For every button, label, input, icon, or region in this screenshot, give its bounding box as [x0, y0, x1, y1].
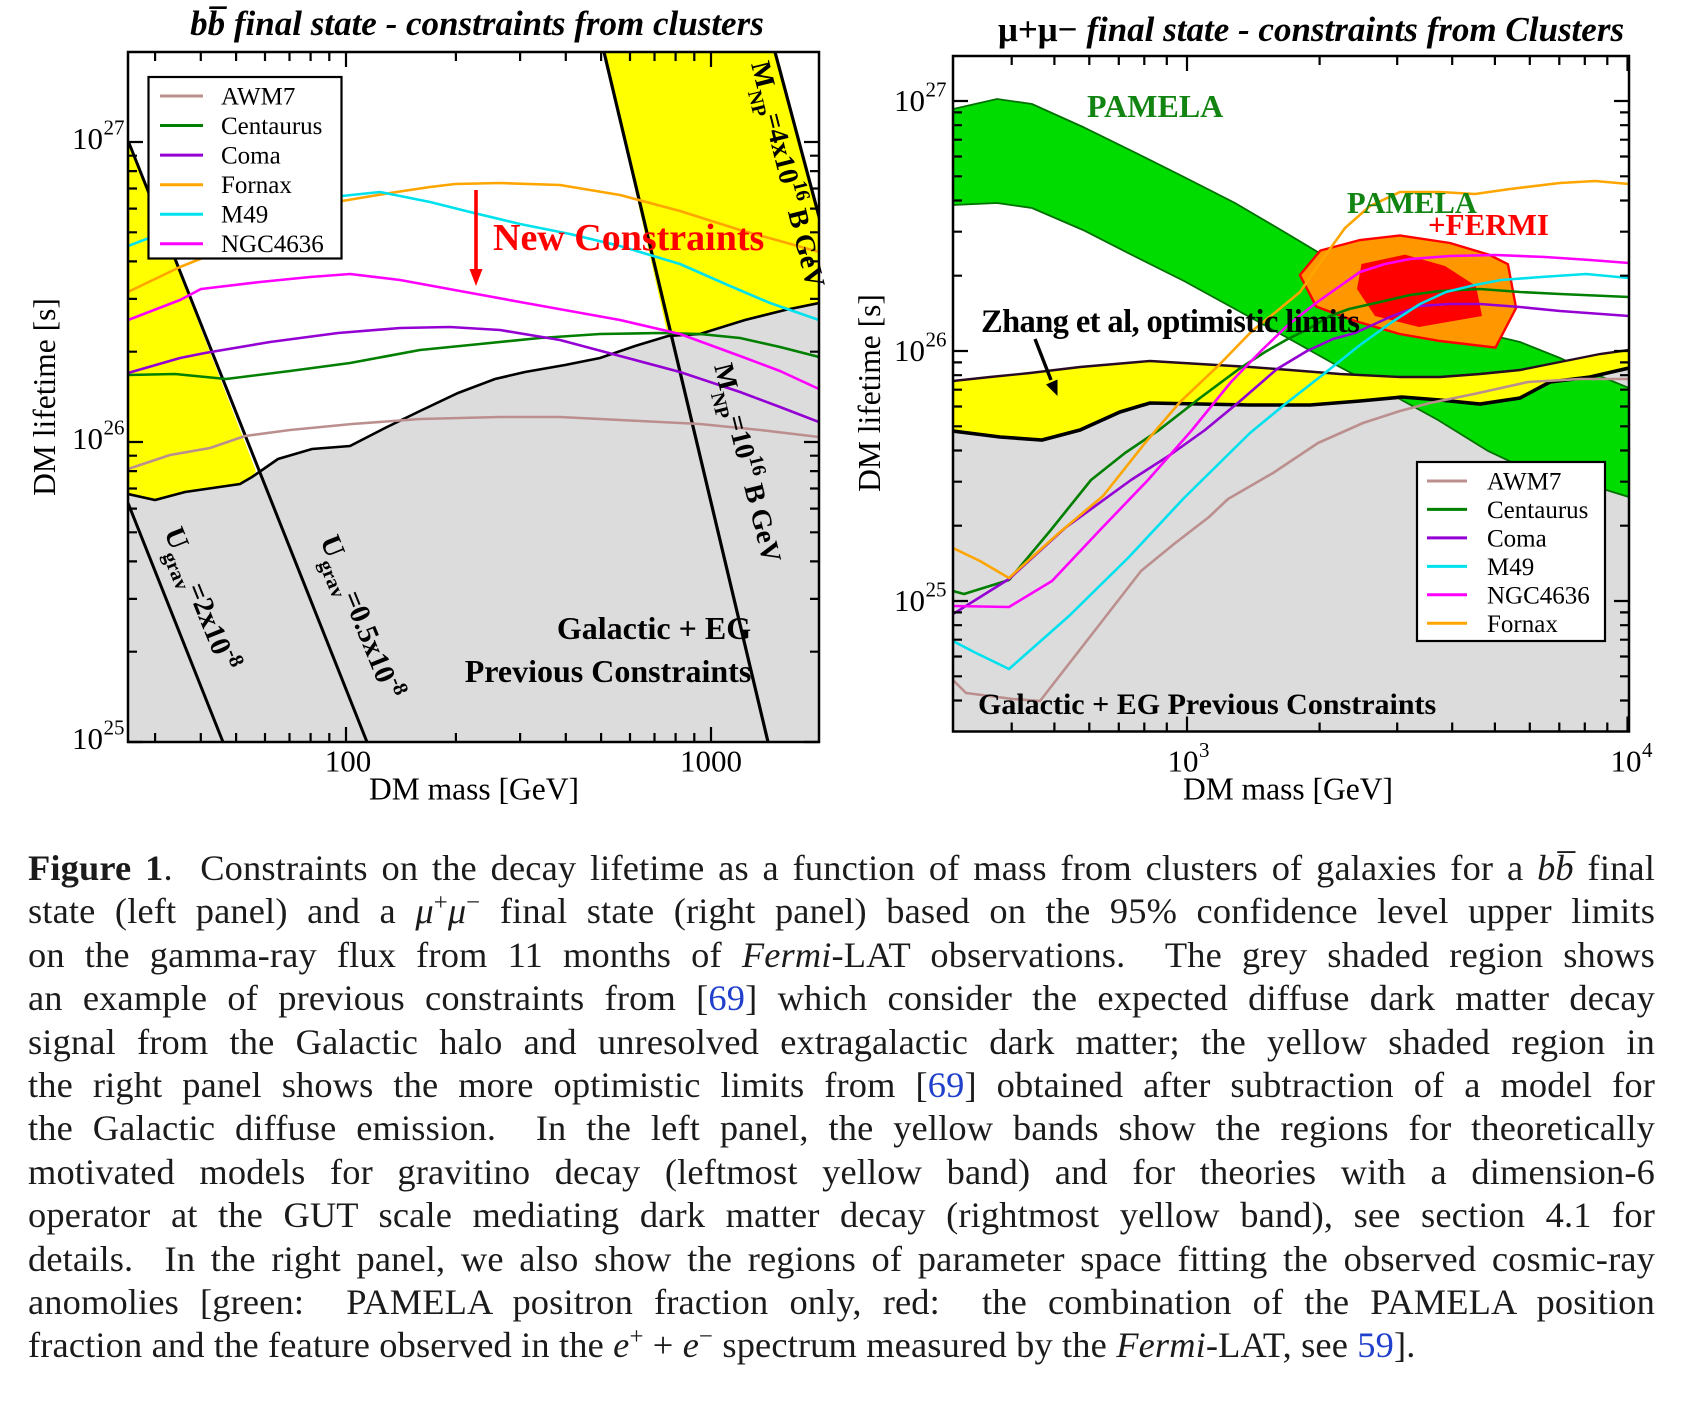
- svg-text:NGC4636: NGC4636: [1487, 582, 1590, 609]
- svg-text:Fornax: Fornax: [1487, 611, 1558, 638]
- svg-text:PAMELA: PAMELA: [1087, 88, 1223, 124]
- svg-text:bb̅ final state - constraints: bb̅ final state - constraints from clust…: [190, 4, 764, 43]
- svg-text:AWM7: AWM7: [1487, 469, 1561, 496]
- svg-text:10: 10: [1611, 744, 1642, 779]
- svg-text:10: 10: [1168, 744, 1199, 779]
- svg-text:1000: 1000: [680, 744, 742, 779]
- svg-text:25: 25: [926, 578, 947, 602]
- svg-text:DM mass [GeV]: DM mass [GeV]: [369, 772, 579, 807]
- svg-text:25: 25: [104, 716, 125, 740]
- svg-text:+FERMI: +FERMI: [1428, 207, 1549, 242]
- svg-text:M49: M49: [1487, 554, 1534, 581]
- svg-text:Coma: Coma: [1487, 525, 1547, 552]
- svg-text:26: 26: [104, 416, 125, 440]
- svg-text:10: 10: [72, 421, 103, 456]
- svg-text:Centaurus: Centaurus: [221, 113, 322, 140]
- svg-text:26: 26: [926, 328, 947, 352]
- svg-text:PAMELA: PAMELA: [1347, 186, 1477, 220]
- svg-text:3: 3: [1199, 738, 1210, 762]
- svg-text:DM mass [GeV]: DM mass [GeV]: [1183, 772, 1393, 807]
- svg-text:10: 10: [72, 121, 103, 156]
- svg-text:New Constraints: New Constraints: [493, 217, 764, 259]
- svg-text:10: 10: [72, 721, 103, 756]
- svg-text:100: 100: [325, 744, 372, 779]
- svg-text:Centaurus: Centaurus: [1487, 497, 1588, 524]
- svg-text:DM lifetime [s]: DM lifetime [s]: [852, 294, 887, 492]
- svg-text:4: 4: [1642, 738, 1653, 762]
- svg-text:27: 27: [104, 116, 125, 140]
- svg-text:Fornax: Fornax: [221, 172, 292, 199]
- svg-text:Galactic + EG Previous Constra: Galactic + EG Previous Constraints: [978, 688, 1436, 721]
- svg-text:27: 27: [926, 78, 947, 102]
- svg-text:AWM7: AWM7: [221, 84, 295, 111]
- svg-text:10: 10: [894, 333, 925, 368]
- svg-text:10: 10: [894, 83, 925, 118]
- svg-text:Galactic + EG: Galactic + EG: [557, 610, 751, 646]
- svg-text:Coma: Coma: [221, 143, 281, 170]
- svg-text:Previous Constraints: Previous Constraints: [465, 653, 752, 689]
- svg-text:10: 10: [894, 583, 925, 618]
- svg-text:DM lifetime [s]: DM lifetime [s]: [27, 298, 62, 496]
- svg-text:NGC4636: NGC4636: [221, 231, 324, 258]
- svg-text:M49: M49: [221, 202, 268, 229]
- svg-text:μ+μ− final state - constraint: μ+μ− final state - constraints from Clus…: [998, 10, 1624, 49]
- svg-text:Zhang et al, optimistic limits: Zhang et al, optimistic limits: [981, 304, 1359, 340]
